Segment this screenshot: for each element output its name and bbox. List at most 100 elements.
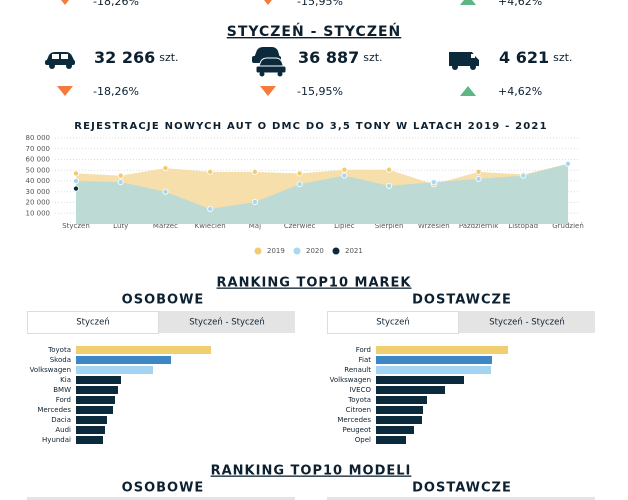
kpi-unit: szt. xyxy=(553,51,572,64)
bar xyxy=(76,376,121,384)
bar xyxy=(76,406,113,414)
y-tick-label: 70 000 xyxy=(26,145,51,153)
point xyxy=(162,165,169,172)
bar xyxy=(376,366,491,374)
legend-marker xyxy=(293,247,301,255)
bar xyxy=(76,396,115,404)
kpi: 32 266 szt. xyxy=(94,48,179,67)
bar xyxy=(376,386,445,394)
bar-label: Toyota xyxy=(347,396,371,404)
bar-label: Mercedes xyxy=(337,416,371,424)
ranking-title: RANKING TOP10 MAREK xyxy=(217,276,412,291)
bar-label: Hyundai xyxy=(42,436,71,444)
chart-title: REJESTRACJE NOWYCH AUT O DMC DO 3,5 TONY… xyxy=(74,121,548,132)
section-title: STYCZEŃ - STYCZEŃ xyxy=(227,22,402,40)
bar-label: Dacia xyxy=(51,416,71,424)
x-tick-label: Sierpień xyxy=(375,222,404,230)
bar xyxy=(76,346,211,354)
y-tick-label: 50 000 xyxy=(26,166,51,174)
point xyxy=(341,172,348,179)
car-icon xyxy=(45,52,75,69)
point xyxy=(73,185,80,192)
area xyxy=(76,163,568,224)
bar xyxy=(376,426,414,434)
bar-label: Audi xyxy=(55,426,71,434)
y-tick-label: 60 000 xyxy=(26,156,51,164)
ranking-subtitle: DOSTAWCZE xyxy=(412,293,512,308)
bar-label: Volkswagen xyxy=(30,366,71,374)
bar-label: IVECO xyxy=(349,386,371,394)
kpi: 4 621 szt. xyxy=(499,48,572,67)
y-tick-label: 30 000 xyxy=(26,188,51,196)
y-tick-label: 10 000 xyxy=(26,209,51,217)
tab-active[interactable] xyxy=(27,311,159,334)
bar-label: Toyota xyxy=(47,346,71,354)
point xyxy=(386,166,393,173)
kpi-unit: szt. xyxy=(159,51,178,64)
point xyxy=(251,198,258,205)
x-tick-label: Lipiec xyxy=(334,222,355,230)
x-tick-label: Luty xyxy=(113,222,128,230)
x-tick-label: Czerwiec xyxy=(284,222,316,230)
bar xyxy=(376,346,508,354)
kpi-value: 32 266 xyxy=(94,48,155,67)
bar xyxy=(76,356,171,364)
bar-label: BMW xyxy=(53,386,71,394)
trend-arrow xyxy=(460,86,476,96)
point xyxy=(341,166,348,173)
change-label: +4,62% xyxy=(498,0,542,8)
bar xyxy=(376,416,422,424)
point xyxy=(296,181,303,188)
trend-arrow xyxy=(260,86,276,96)
point xyxy=(430,179,437,186)
bar-label: Skoda xyxy=(50,356,71,364)
bar xyxy=(376,356,492,364)
bar-label: Volkswagen xyxy=(330,376,371,384)
point xyxy=(475,168,482,175)
ranking-subtitle: OSOBOWE xyxy=(122,481,205,496)
tab-label[interactable]: Styczeń xyxy=(376,318,410,328)
bar-label: Peugeot xyxy=(343,426,372,434)
ranking-title: RANKING TOP10 MODELI xyxy=(211,464,412,479)
x-tick-label: Październik xyxy=(459,222,499,230)
bar xyxy=(76,416,107,424)
bar-label: Ford xyxy=(356,346,371,354)
y-tick-label: 40 000 xyxy=(26,177,51,185)
trend-arrow xyxy=(264,0,272,5)
tab-bar xyxy=(327,497,595,500)
cars-icon xyxy=(252,47,287,77)
ranking-subtitle: OSOBOWE xyxy=(122,293,205,308)
point xyxy=(386,182,393,189)
y-tick-label: 80 000 xyxy=(26,134,51,142)
bar-label: Renault xyxy=(344,366,371,374)
bar-label: Mercedes xyxy=(37,406,71,414)
bar xyxy=(376,396,427,404)
tab-label[interactable]: Styczeń xyxy=(76,318,110,328)
legend-marker xyxy=(332,247,340,255)
point xyxy=(117,179,124,186)
change-label: -15,95% xyxy=(297,0,343,8)
legend-label: 2019 xyxy=(267,247,285,255)
x-tick-label: Styczeń xyxy=(62,222,90,230)
ranking-subtitle: DOSTAWCZE xyxy=(412,481,512,496)
trend-arrow xyxy=(460,0,476,5)
bar xyxy=(376,406,423,414)
x-tick-label: Kwiecień xyxy=(195,222,226,230)
x-tick-label: Wrzesień xyxy=(418,222,450,230)
tab-label[interactable]: Styczeń - Styczeń xyxy=(189,318,265,328)
bar-label: Fiat xyxy=(359,356,372,364)
van-icon xyxy=(449,52,479,70)
point xyxy=(73,177,80,184)
x-tick-label: Marzec xyxy=(153,222,178,230)
bar xyxy=(76,366,153,374)
bar xyxy=(76,436,103,444)
point xyxy=(520,172,527,179)
change-label: -15,95% xyxy=(297,85,343,98)
tab-label[interactable]: Styczeń - Styczeń xyxy=(489,318,565,328)
tab-active[interactable] xyxy=(327,311,459,334)
bar xyxy=(76,386,118,394)
point xyxy=(251,168,258,175)
bar xyxy=(376,436,406,444)
kpi-value: 4 621 xyxy=(499,48,549,67)
